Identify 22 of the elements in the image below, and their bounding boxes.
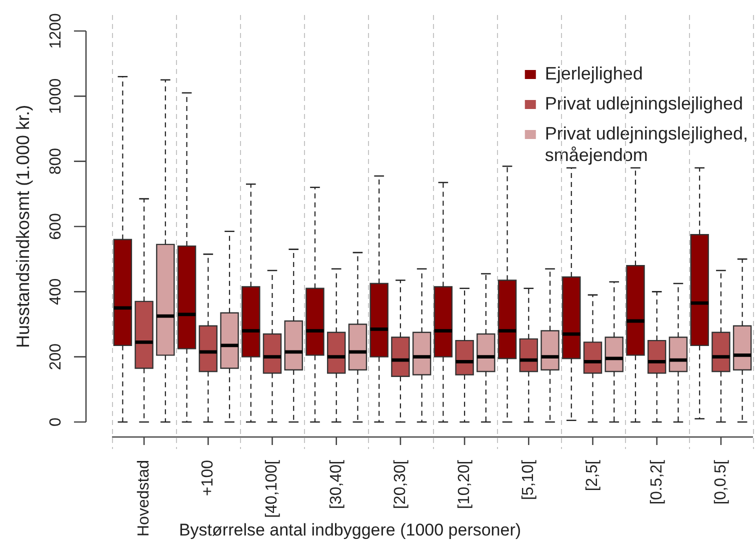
x-tick-label: +100 — [200, 460, 217, 496]
legend-label: Ejerlejlighed — [544, 63, 643, 84]
legend-label: Privat udlejningslejlighed, småejendom — [544, 123, 748, 166]
y-tick-label: 0 — [48, 417, 65, 426]
x-tick-label: [10,20[ — [456, 459, 473, 509]
y-tick-label: 1200 — [48, 13, 65, 49]
x-tick-label: [0,0.5[ — [712, 459, 730, 504]
x-tick-label: [0.5,2[ — [648, 459, 666, 504]
x-tick-label: [20,30[ — [392, 459, 409, 509]
y-tick-label: 1000 — [48, 78, 65, 114]
x-tick-label: [40,100[ — [264, 459, 281, 518]
x-axis-title: Bystørrelse antal indbyggere (1000 personer) — [178, 520, 522, 540]
y-tick-label: 600 — [48, 213, 65, 240]
x-tick-label: [5,10[ — [520, 459, 538, 500]
y-tick-label: 400 — [48, 278, 65, 306]
x-tick-label: Hovedstad — [135, 460, 152, 536]
x-tick-label: [2,5[ — [584, 459, 602, 492]
y-tick-label: 200 — [48, 343, 65, 370]
y-axis-title: Husstandsindkosmt (1.000 kr.) — [12, 104, 33, 348]
y-tick-label: 800 — [48, 148, 65, 175]
x-tick-label: [30,40[ — [328, 459, 345, 509]
legend-label: Privat udlejningslejlighed — [544, 93, 743, 114]
